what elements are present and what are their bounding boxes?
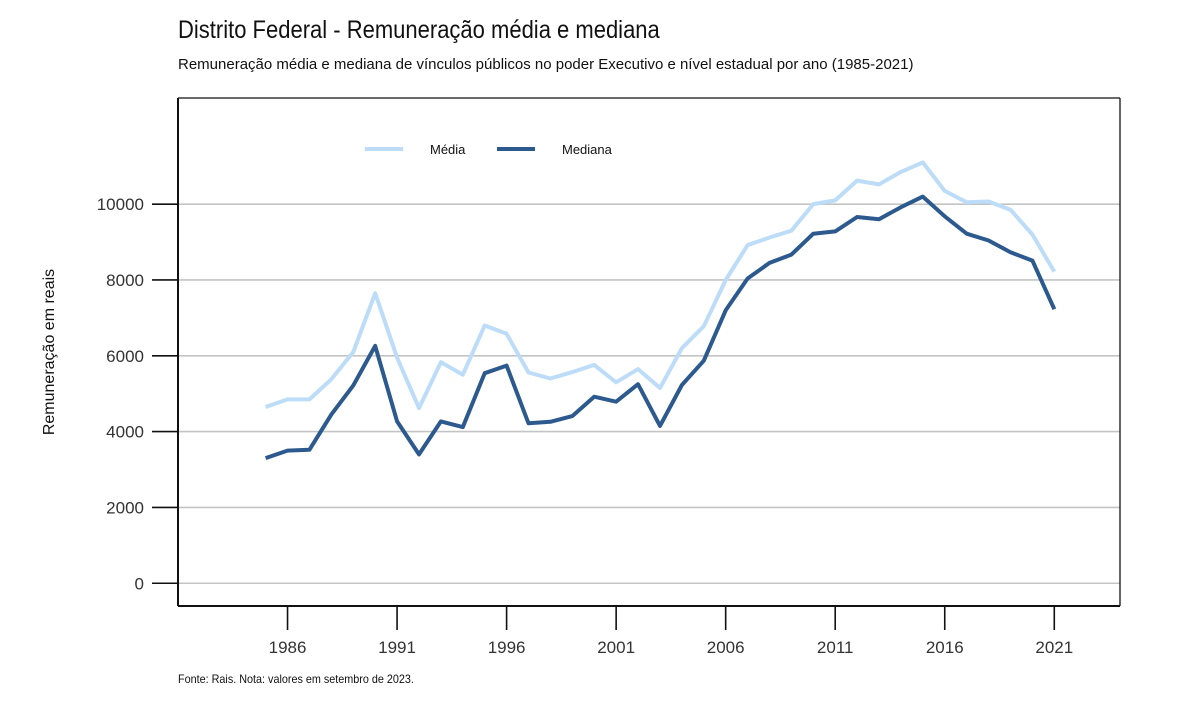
x-tick-label-2011: 2011: [817, 638, 854, 657]
series-lines: [264, 160, 1057, 460]
chart-subtitle: Remuneração média e mediana de vínculos …: [178, 56, 914, 73]
y-tick-label-2000: 2000: [106, 498, 144, 517]
y-tick-label-6000: 6000: [106, 347, 144, 366]
series-line-media: [264, 160, 1057, 411]
legend-label-media: Média: [430, 142, 466, 157]
x-tick-label-2021: 2021: [1035, 638, 1073, 657]
legend: Média Mediana: [365, 142, 613, 157]
x-tick-label-1991: 1991: [378, 638, 416, 657]
y-tick-label-10000: 10000: [97, 195, 144, 214]
source-note: Fonte: Rais. Nota: valores em setembro d…: [178, 672, 414, 686]
x-tick-label-1986: 1986: [269, 638, 307, 657]
series-line-mediana: [264, 194, 1057, 460]
y-tick-label-4000: 4000: [106, 423, 144, 442]
x-tick-label-2006: 2006: [707, 638, 745, 657]
grid-lines: [178, 203, 1120, 585]
legend-label-mediana: Mediana: [562, 142, 613, 157]
x-tick-label-1996: 1996: [488, 638, 526, 657]
x-tick-label-2001: 2001: [597, 638, 635, 657]
y-tick-label-0: 0: [135, 574, 144, 593]
y-tick-label-8000: 8000: [106, 271, 144, 290]
axes: 0 2000 4000 6000 8000 10000 1986 1991 1996 2001 20…: [97, 97, 1121, 657]
x-tick-label-2016: 2016: [926, 638, 964, 657]
chart-title: Distrito Federal - Remuneração média e m…: [178, 16, 660, 44]
y-axis-label: Remuneração em reais: [41, 269, 58, 435]
